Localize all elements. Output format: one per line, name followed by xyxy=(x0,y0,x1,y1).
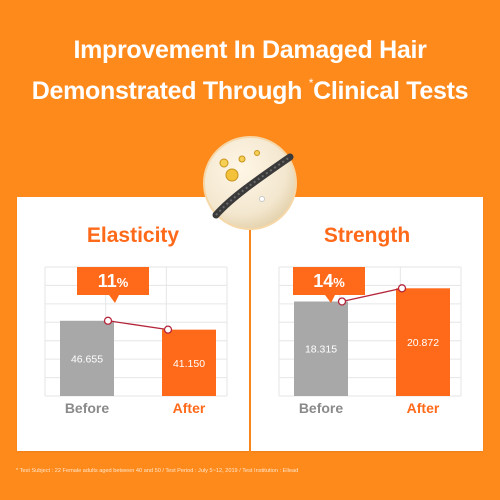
elasticity-tick-label-after: After xyxy=(173,400,206,416)
elasticity-connector-line xyxy=(107,320,169,331)
strength-point-after xyxy=(397,284,407,293)
hair-strand-image xyxy=(203,136,297,230)
strength-value-label-after: 20.872 xyxy=(407,337,439,349)
title-line-2-suffix: Clinical Tests xyxy=(313,77,469,105)
strength-bar-after xyxy=(396,288,450,396)
elasticity-point-before xyxy=(103,316,113,325)
elasticity-value-label-after: 41.150 xyxy=(173,358,205,370)
strength-panel: Strength 18.315 Before 20.872 After 14% xyxy=(251,197,483,451)
elasticity-tick-label-before: Before xyxy=(65,400,110,416)
title-line-2: Demonstrated Through *Clinical Tests xyxy=(0,67,500,108)
footnote: * Test Subject : 22 Female adults aged b… xyxy=(16,468,299,474)
elasticity-change-unit: % xyxy=(117,275,129,290)
strength-point-before xyxy=(337,297,347,306)
strength-tick-label-before: Before xyxy=(299,400,344,416)
elasticity-bar-after xyxy=(162,329,216,396)
strength-change-value: 14% xyxy=(313,271,345,291)
elasticity-title: Elasticity xyxy=(86,224,180,247)
elasticity-point-after xyxy=(163,325,173,334)
strength-chart: 18.315 Before 20.872 After 14% xyxy=(278,266,462,416)
strength-change-unit: % xyxy=(333,275,345,290)
title-line-1: Improvement In Damaged Hair xyxy=(73,36,427,64)
elasticity-change-value: 11% xyxy=(98,271,129,291)
elasticity-change-badge xyxy=(77,267,149,303)
strength-tick-label-after: After xyxy=(407,400,440,416)
page-title: Improvement In Damaged Hair Demonstrated… xyxy=(0,34,500,108)
elasticity-panel: Elasticity 46.655 Before 41.150 After 11% xyxy=(17,197,249,451)
strength-title: Strength xyxy=(323,224,411,247)
title-line-2-prefix: Demonstrated Through xyxy=(31,77,309,105)
strength-value-label-before: 18.315 xyxy=(305,344,337,356)
strength-bar-before xyxy=(294,301,348,396)
title-asterisk: * xyxy=(308,76,314,90)
elasticity-bar-before xyxy=(60,320,114,396)
strength-connector-line xyxy=(341,287,403,303)
strength-change-badge xyxy=(293,267,365,303)
elasticity-chart: 46.655 Before 41.150 After 11% xyxy=(44,266,228,416)
elasticity-value-label-before: 46.655 xyxy=(71,353,103,365)
